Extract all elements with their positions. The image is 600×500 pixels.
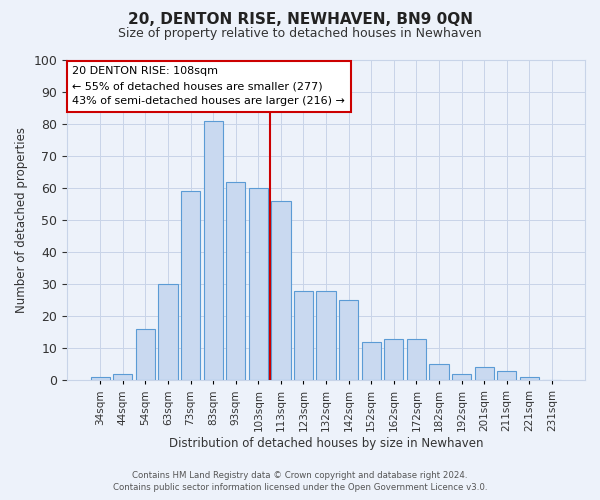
Bar (407, 338, 426, 380)
Bar (113, 374, 133, 380)
Bar (136, 329, 155, 380)
Bar (452, 374, 471, 380)
Text: 20, DENTON RISE, NEWHAVEN, BN9 0QN: 20, DENTON RISE, NEWHAVEN, BN9 0QN (128, 12, 473, 28)
Bar (520, 377, 539, 380)
Bar (203, 121, 223, 380)
Bar (181, 192, 200, 380)
Bar (430, 364, 449, 380)
Bar (475, 368, 494, 380)
Bar (294, 290, 313, 380)
Bar (91, 377, 110, 380)
X-axis label: Distribution of detached houses by size in Newhaven: Distribution of detached houses by size … (169, 437, 484, 450)
Bar (339, 300, 358, 380)
Bar (226, 182, 245, 380)
Bar (316, 290, 335, 380)
Y-axis label: Number of detached properties: Number of detached properties (15, 127, 28, 313)
Bar (249, 188, 268, 380)
Text: Size of property relative to detached houses in Newhaven: Size of property relative to detached ho… (118, 28, 482, 40)
Text: Contains HM Land Registry data © Crown copyright and database right 2024.
Contai: Contains HM Land Registry data © Crown c… (113, 471, 487, 492)
Bar (271, 201, 290, 380)
Bar (497, 370, 517, 380)
Text: 20 DENTON RISE: 108sqm
← 55% of detached houses are smaller (277)
43% of semi-de: 20 DENTON RISE: 108sqm ← 55% of detached… (73, 66, 345, 106)
Bar (384, 338, 403, 380)
Bar (362, 342, 381, 380)
Bar (158, 284, 178, 380)
